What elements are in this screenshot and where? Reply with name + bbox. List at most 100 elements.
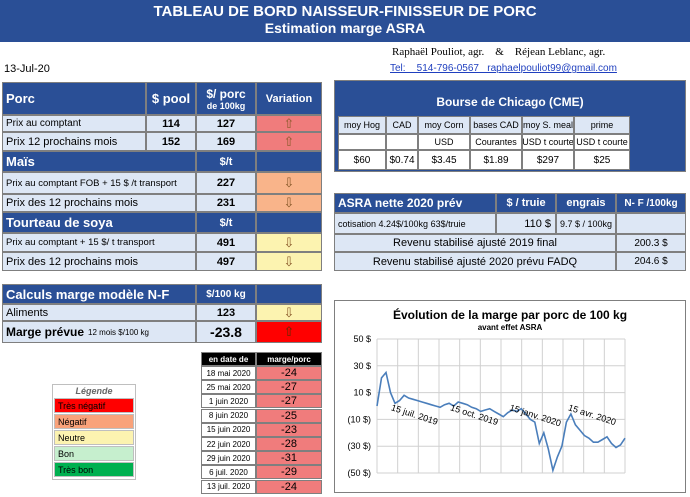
cme-unit: USD t courte	[574, 134, 630, 150]
up-arrow-icon: ⇧	[256, 132, 322, 151]
porc-pool-header: $ pool	[146, 82, 196, 115]
cme-col-header: CAD	[386, 116, 418, 134]
chart-series-line	[376, 370, 626, 474]
legend-item: Neutre	[54, 430, 134, 445]
cme-value: $3.45	[418, 150, 470, 170]
asra-truie-header: $ / truie	[496, 193, 556, 213]
down-arrow-icon: ⇩	[256, 194, 322, 212]
asra-header: ASRA nette 2020 prév	[334, 193, 496, 213]
dashboard-title: TABLEAU DE BORD NAISSEUR-FINISSEUR DE PO…	[153, 3, 537, 20]
legend-item: Très bon	[54, 462, 134, 477]
history-marge-value: -31	[256, 451, 322, 466]
cme-col-header: prime	[574, 116, 630, 134]
history-marge-value: -28	[256, 437, 322, 451]
cme-col-header: moy Corn	[418, 116, 470, 134]
marge-value: -23.8	[196, 321, 256, 343]
asra-empty-cell	[616, 213, 686, 234]
cme-col-header: bases CAD	[470, 116, 522, 134]
cme-unit: Courantes	[470, 134, 522, 150]
porc-100kg-header-sub: de 100kg	[206, 100, 246, 111]
history-date: 22 juin 2020	[201, 437, 256, 451]
porc-row-value: 169	[196, 132, 256, 151]
authors: Raphaël Pouliot, agr. & Réjean Leblanc, …	[392, 46, 606, 58]
dashboard-subtitle: Estimation marge ASRA	[264, 20, 426, 36]
mais-header: Maïs	[2, 151, 196, 172]
soya-row-label: Prix au comptant + 15 $/ t transport	[2, 233, 196, 252]
history-marge-value: -24	[256, 479, 322, 494]
cotisation-label: cotisation 4.24$/100kg 63$/truie	[334, 213, 496, 234]
porc-row-value: 127	[196, 115, 256, 132]
rev2019-value: 200.3 $	[616, 234, 686, 252]
cme-value: $1.89	[470, 150, 522, 170]
chart-y-tick: 30 $	[353, 361, 371, 371]
mais-row-value: 227	[196, 172, 256, 194]
cme-unit: USD t courte	[522, 134, 574, 150]
soya-header-spacer	[256, 212, 322, 233]
soya-row-value: 491	[196, 233, 256, 252]
chart-y-tick: (10 $)	[347, 414, 371, 424]
porc-variation-header: Variation	[256, 82, 322, 115]
chart-y-tick: (30 $)	[347, 441, 371, 451]
aliments-label: Aliments	[2, 304, 196, 321]
down-arrow-icon: ⇩	[256, 233, 322, 252]
chart-x-tick: 15 oct. 2019	[449, 402, 499, 427]
legend-item: Très négatif	[54, 398, 134, 413]
marge-label-cell: Marge prévue 12 mois $/100 kg	[2, 321, 196, 343]
soya-row-label: Prix des 12 prochains mois	[2, 252, 196, 271]
history-date: 18 mai 2020	[201, 366, 256, 380]
aliments-value: 123	[196, 304, 256, 321]
cme-value: $25	[574, 150, 630, 170]
history-date: 8 juin 2020	[201, 408, 256, 423]
marge-label: Marge prévue	[6, 325, 85, 339]
report-date: 13-Jul-20	[4, 63, 50, 75]
history-date: 13 juil. 2020	[201, 479, 256, 494]
chart-title: Évolution de la marge par porc de 100 kg	[393, 307, 627, 322]
marge-sub: 12 mois $/100 kg	[88, 327, 149, 337]
dashboard-title-band: TABLEAU DE BORD NAISSEUR-FINISSEUR DE PO…	[0, 0, 690, 42]
soya-header: Tourteau de soya	[2, 212, 196, 233]
rev2019-label: Revenu stabilisé ajusté 2019 final	[334, 234, 616, 252]
chart-y-tick: 10 $	[353, 388, 371, 398]
history-marge-header: marge/porc	[256, 352, 322, 366]
mais-row-label: Prix au comptant FOB + 15 $ /t transport	[2, 172, 196, 194]
history-date: 25 mai 2020	[201, 380, 256, 395]
calc-header-spacer	[256, 284, 322, 304]
porc-header: Porc	[2, 82, 146, 115]
history-marge-value: -24	[256, 366, 322, 380]
mais-row-label: Prix des 12 prochains mois	[2, 194, 196, 212]
history-date-header: en date de	[201, 352, 256, 366]
porc-row-pool: 152	[146, 132, 196, 151]
cme-unit	[338, 134, 386, 150]
porc-row-label: Prix au comptant	[2, 115, 146, 132]
history-marge-value: -29	[256, 465, 322, 480]
down-arrow-icon: ⇩	[256, 304, 322, 321]
legend-item: Négatif	[54, 414, 134, 429]
asra-truie-value: 110 $	[496, 213, 556, 234]
chart-y-tick: (50 $)	[347, 468, 371, 478]
chart-subtitle: avant effet ASRA	[478, 323, 543, 332]
chart-y-tick: 50 $	[353, 334, 371, 344]
history-marge-value: -27	[256, 380, 322, 395]
up-arrow-icon: ⇧	[256, 115, 322, 132]
cme-value: $0.74	[386, 150, 418, 170]
porc-100kg-header-label: $/ porc	[206, 86, 246, 101]
history-marge-value: -27	[256, 394, 322, 409]
cme-unit: USD	[418, 134, 470, 150]
calc-header: Calculs marge modèle N-F	[2, 284, 196, 304]
soya-unit-header: $/t	[196, 212, 256, 233]
contact-link[interactable]: Tel: 514-796-0567 raphaelpouliot99@gmail…	[390, 63, 617, 74]
cme-header: Bourse de Chicago (CME)	[436, 95, 584, 109]
history-marge-value: -25	[256, 408, 322, 423]
cme-value: $60	[338, 150, 386, 170]
history-marge-value: -23	[256, 422, 322, 437]
mais-header-spacer	[256, 151, 322, 172]
history-date: 29 juin 2020	[201, 451, 256, 466]
asra-engrais-header: engrais	[556, 193, 616, 213]
porc-100kg-header: $/ porc de 100kg	[196, 82, 256, 115]
history-date: 6 juil. 2020	[201, 465, 256, 480]
down-arrow-icon: ⇩	[256, 172, 322, 194]
legend-item: Bon	[54, 446, 134, 461]
cme-col-header: moy S. meal	[522, 116, 574, 134]
up-arrow-icon: ⇧	[256, 321, 322, 343]
mais-row-value: 231	[196, 194, 256, 212]
